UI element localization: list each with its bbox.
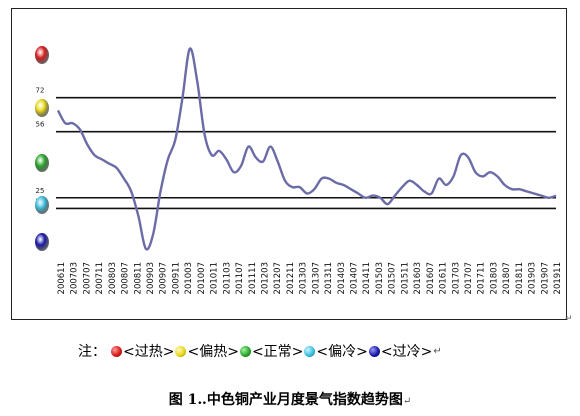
x-tick-label: 201611 (439, 262, 449, 294)
legend-dot-warm (175, 345, 187, 357)
zone-ball-4 (35, 233, 49, 251)
zone-ball-3 (35, 196, 49, 214)
x-tick-label: 201703 (451, 262, 461, 294)
chart-frame: 7256252020061120070320070720071120080320… (11, 8, 567, 320)
legend-label-warm: <偏热> (187, 344, 239, 360)
x-tick-label: 201111 (248, 262, 258, 294)
x-tick-label: 201503 (375, 262, 385, 294)
x-tick-label: 200903 (146, 262, 156, 294)
zone-ball-1 (35, 99, 49, 117)
caption-end-mark: ↵ (402, 396, 412, 407)
zone-ball-2 (35, 154, 49, 172)
x-tick-label: 200707 (82, 262, 92, 294)
x-tick-label: 200911 (172, 262, 182, 294)
x-tick-label: 201803 (489, 262, 499, 294)
x-tick-label: 201907 (540, 262, 550, 294)
x-tick-label: 200611 (57, 262, 67, 294)
x-tick-label: 201711 (477, 262, 487, 294)
legend-item-overcool: <过冷> (368, 341, 432, 361)
x-tick-label: 201707 (464, 262, 474, 294)
x-tick-label: 201107 (235, 262, 245, 294)
caption: 图 1‥中色铜产业月度景气指数趋势图↵ (0, 389, 580, 409)
legend-dot-overheat (111, 345, 122, 357)
x-tick-label: 201911 (553, 262, 563, 294)
caption-text: 图 1‥中色铜产业月度景气指数趋势图 (168, 392, 403, 408)
legend-dot-normal (239, 345, 251, 357)
legend-label-overcool: <过冷> (380, 344, 433, 360)
threshold-label-25: 25 (36, 187, 45, 195)
corner-mark: ↵ (565, 314, 573, 324)
legend: 注： <过热> <偏热> <正常> <偏冷> <过冷> ↵ (78, 341, 442, 361)
x-tick-label: 201007 (197, 262, 207, 294)
x-tick-label: 200711 (95, 262, 105, 294)
legend-item-warm: <偏热> (174, 341, 239, 361)
legend-item-overheat: <过热> (110, 341, 174, 361)
x-tick-label: 200807 (121, 262, 131, 294)
x-tick-label: 201407 (350, 262, 360, 294)
x-tick-label: 200803 (108, 262, 118, 294)
legend-dot-overcool (368, 345, 380, 357)
x-tick-label: 201511 (400, 262, 410, 294)
x-tick-label: 201807 (502, 262, 512, 294)
x-tick-label: 200907 (159, 262, 169, 294)
x-tick-label: 201103 (222, 262, 232, 294)
x-tick-label: 200811 (133, 262, 143, 294)
x-tick-label: 201211 (286, 262, 296, 294)
legend-item-cool: <偏冷> (303, 341, 368, 361)
x-tick-label: 201411 (362, 262, 372, 294)
x-tick-label: 201603 (413, 262, 423, 294)
x-tick-label: 201203 (261, 262, 271, 294)
legend-end-mark: ↵ (433, 345, 442, 357)
x-tick-label: 201811 (515, 262, 525, 294)
zone-ball-0 (35, 46, 49, 64)
legend-prefix: 注： (78, 344, 106, 360)
legend-label-overheat: <过热> (123, 344, 175, 360)
threshold-label-56: 56 (36, 121, 45, 129)
legend-item-normal: <正常> (239, 341, 303, 361)
x-tick-label: 201403 (337, 262, 347, 294)
x-tick-label: 201003 (184, 262, 194, 294)
legend-label-normal: <正常> (251, 344, 304, 360)
series-line (56, 47, 557, 251)
threshold-label-72: 72 (36, 87, 45, 95)
x-tick-label: 201307 (311, 262, 321, 294)
legend-dot-cool (304, 345, 316, 357)
x-tick-label: 201311 (324, 262, 334, 294)
x-tick-label: 201607 (426, 262, 436, 294)
x-tick-label: 201507 (388, 262, 398, 294)
x-tick-label: 201207 (273, 262, 283, 294)
x-tick-label: 200703 (70, 262, 80, 294)
legend-label-cool: <偏冷> (316, 344, 368, 360)
x-tick-label: 201303 (299, 262, 309, 294)
x-tick-label: 201011 (210, 262, 220, 294)
chart-svg: 7256252020061120070320070720071120080320… (35, 46, 563, 294)
x-tick-label: 201903 (528, 262, 538, 294)
